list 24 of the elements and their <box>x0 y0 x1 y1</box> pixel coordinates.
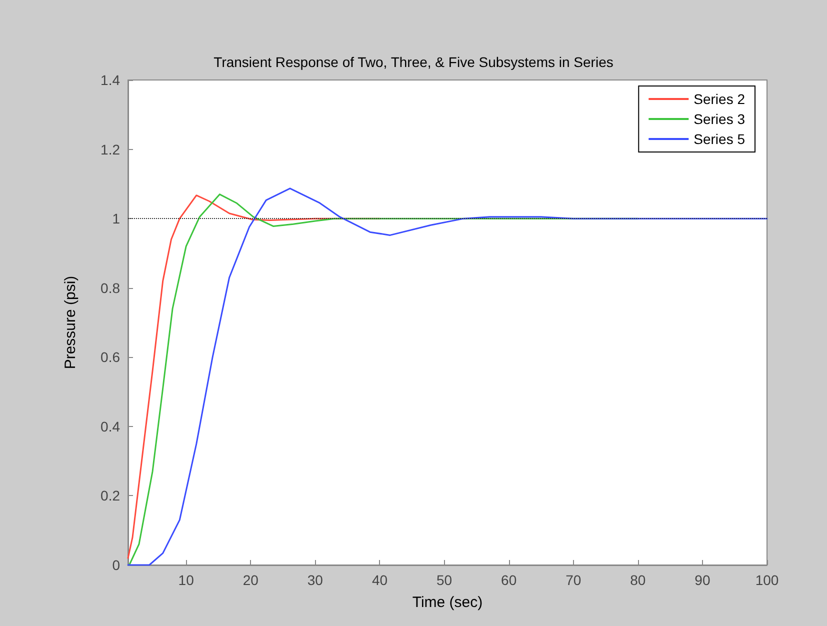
legend-label: Series 5 <box>694 131 746 147</box>
x-tick-label: 80 <box>630 572 646 588</box>
x-tick-label: 40 <box>372 572 388 588</box>
x-tick-label: 60 <box>501 572 517 588</box>
y-tick-label: 0 <box>112 557 120 573</box>
legend-label: Series 3 <box>694 111 746 127</box>
legend-label: Series 2 <box>694 91 746 107</box>
x-tick-label: 20 <box>242 572 259 588</box>
chart-title: Transient Response of Two, Three, & Five Subsystems in Series <box>214 54 614 70</box>
y-tick-label: 1.4 <box>100 72 120 88</box>
x-tick-label: 90 <box>694 572 710 588</box>
y-tick-label: 1 <box>112 210 120 227</box>
y-tick-label: 0.4 <box>100 418 120 434</box>
y-tick-label: 0.6 <box>100 349 120 366</box>
y-axis-title: Pressure (psi) <box>62 276 79 370</box>
x-tick-label: 100 <box>755 572 779 588</box>
y-tick-label: 0.8 <box>100 280 120 296</box>
x-tick-label: 30 <box>307 572 324 588</box>
y-tick-label: 1.2 <box>100 141 120 158</box>
x-tick-label: 50 <box>436 572 452 588</box>
y-tick-label: 0.2 <box>100 488 120 504</box>
x-tick-label: 10 <box>178 572 194 588</box>
x-tick-label: 70 <box>566 572 582 588</box>
x-axis-title: Time (sec) <box>412 594 483 611</box>
